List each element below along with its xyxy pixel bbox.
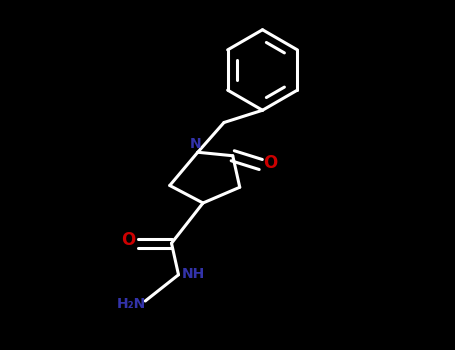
Text: O: O <box>263 154 278 172</box>
Text: NH: NH <box>182 267 205 281</box>
Text: H₂N: H₂N <box>116 297 146 311</box>
Text: O: O <box>121 231 135 249</box>
Text: N: N <box>190 136 202 150</box>
